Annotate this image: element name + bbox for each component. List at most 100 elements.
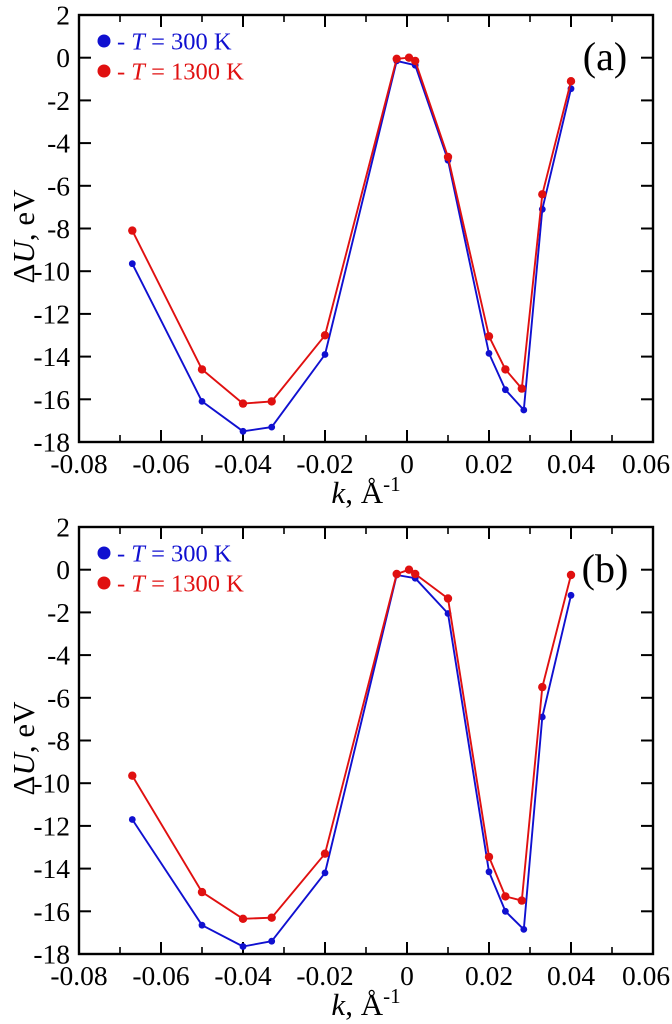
svg-text:0.02: 0.02	[465, 448, 513, 479]
data-point-marker	[501, 892, 510, 901]
data-point-marker	[520, 926, 528, 933]
data-point-marker	[502, 907, 509, 915]
y-axis-title: ΔU, eV	[6, 701, 41, 796]
series-line	[131, 59, 572, 433]
data-point-marker	[567, 591, 575, 599]
panel-b-plot: -0.08 -0.06 -0.04 -0.02 0 0.02 0.04 0.06 2 0 -2 -4 -…	[6, 512, 670, 1022]
svg-text:-12: -12	[33, 298, 70, 329]
legend-label: - T = 1300 K	[117, 59, 244, 86]
data-point-marker	[501, 365, 510, 374]
data-point-marker	[267, 397, 276, 406]
panel-a-plot: -0.08 -0.06 -0.04 -0.02 0 0.02 0.04 0.06 2 0 -2 -4 -…	[6, 0, 670, 510]
data-point-marker	[538, 713, 546, 721]
svg-text:0.06: 0.06	[622, 960, 670, 991]
svg-text:-2: -2	[47, 597, 70, 628]
data-point-marker	[197, 365, 207, 374]
series-t1300	[128, 565, 576, 923]
data-point-marker	[239, 427, 247, 435]
legend-marker-icon	[97, 34, 111, 48]
data-point-marker	[128, 260, 136, 268]
x-axis-title: k, Å-1	[331, 472, 400, 510]
data-point-marker	[238, 914, 248, 923]
data-point-marker	[538, 190, 547, 199]
svg-text:-8: -8	[47, 213, 70, 244]
svg-text:-16: -16	[33, 384, 70, 415]
legend-label: - T = 300 K	[117, 29, 232, 56]
svg-text:-18: -18	[33, 939, 70, 970]
data-point-marker	[538, 682, 547, 692]
data-point-marker	[520, 406, 528, 414]
data-point-marker	[502, 386, 509, 394]
series-t300	[128, 571, 575, 950]
data-point-marker	[443, 152, 453, 162]
svg-text:-0.08: -0.08	[50, 448, 107, 479]
svg-text:-4: -4	[47, 128, 70, 159]
data-point-marker	[128, 226, 137, 235]
data-point-marker	[198, 398, 206, 405]
y-tick-labels: 2 0 -2 -4 -6 -8 -10 -12 -14 -16 -18	[33, 512, 70, 970]
data-point-marker	[268, 937, 276, 945]
svg-text:0.06: 0.06	[622, 448, 670, 479]
data-point-marker	[238, 399, 248, 408]
plot-frame	[77, 13, 655, 444]
svg-text:-0.02: -0.02	[296, 448, 353, 479]
data-point-marker	[267, 913, 276, 922]
svg-text:-4: -4	[47, 640, 70, 671]
plot-frame	[77, 525, 655, 956]
svg-text:2: 2	[56, 0, 70, 31]
y-axis-title: ΔU, eV	[6, 189, 41, 284]
svg-text:-18: -18	[33, 427, 70, 458]
svg-text:0.02: 0.02	[465, 960, 513, 991]
svg-text:-0.06: -0.06	[132, 960, 189, 991]
svg-text:-0.04: -0.04	[214, 960, 272, 991]
panel-letter: (a)	[583, 34, 627, 79]
series-t1300	[128, 53, 576, 408]
data-point-marker	[321, 351, 329, 358]
data-point-marker	[517, 384, 526, 393]
series-t300	[128, 57, 575, 435]
data-point-marker	[485, 350, 493, 357]
svg-text:-6: -6	[47, 682, 70, 713]
data-point-marker	[411, 56, 420, 66]
data-point-marker	[404, 53, 414, 62]
series-line	[131, 56, 572, 405]
data-point-marker	[566, 570, 576, 580]
x-tick-labels: -0.08 -0.06 -0.04 -0.02 0 0.02 0.04 0.06	[50, 960, 670, 991]
data-point-marker	[392, 54, 401, 63]
x-axis-title: k, Å-1	[331, 984, 400, 1022]
svg-text:-16: -16	[33, 896, 70, 927]
data-point-marker	[320, 849, 330, 858]
data-point-marker	[392, 569, 401, 579]
panel-b: -0.08 -0.06 -0.04 -0.02 0 0.02 0.04 0.06 2 0 -2 -4 -…	[0, 512, 672, 1024]
data-point-marker	[404, 565, 414, 574]
svg-text:0: 0	[56, 42, 70, 73]
legend: - T = 300 K - T = 1300 K	[97, 541, 244, 598]
data-point-marker	[198, 921, 206, 929]
svg-text:-10: -10	[33, 768, 70, 799]
svg-text:-0.02: -0.02	[296, 960, 353, 991]
panel-a: -0.08 -0.06 -0.04 -0.02 0 0.02 0.04 0.06 2 0 -2 -4 -…	[6, 0, 670, 510]
svg-text:-14: -14	[33, 853, 70, 884]
data-point-marker	[484, 852, 494, 862]
svg-text:-2: -2	[47, 85, 70, 116]
svg-text:0: 0	[400, 448, 414, 479]
data-point-marker	[197, 887, 207, 897]
data-point-marker	[239, 943, 247, 950]
series-line	[131, 568, 572, 920]
legend: - T = 300 K - T = 1300 K	[97, 29, 244, 86]
data-point-marker	[566, 77, 576, 86]
legend-label: - T = 1300 K	[117, 571, 244, 598]
legend-label: - T = 300 K	[117, 541, 232, 568]
legend-marker-icon	[97, 576, 111, 590]
data-point-marker	[484, 332, 494, 341]
svg-text:-10: -10	[33, 256, 70, 287]
data-point-marker	[411, 569, 420, 579]
svg-text:-0.06: -0.06	[132, 448, 189, 479]
data-point-marker	[128, 771, 137, 780]
svg-text:-0.04: -0.04	[214, 448, 272, 479]
svg-text:-6: -6	[47, 170, 70, 201]
svg-text:-14: -14	[33, 341, 70, 372]
svg-text:2: 2	[56, 512, 70, 543]
data-point-marker	[268, 423, 276, 431]
